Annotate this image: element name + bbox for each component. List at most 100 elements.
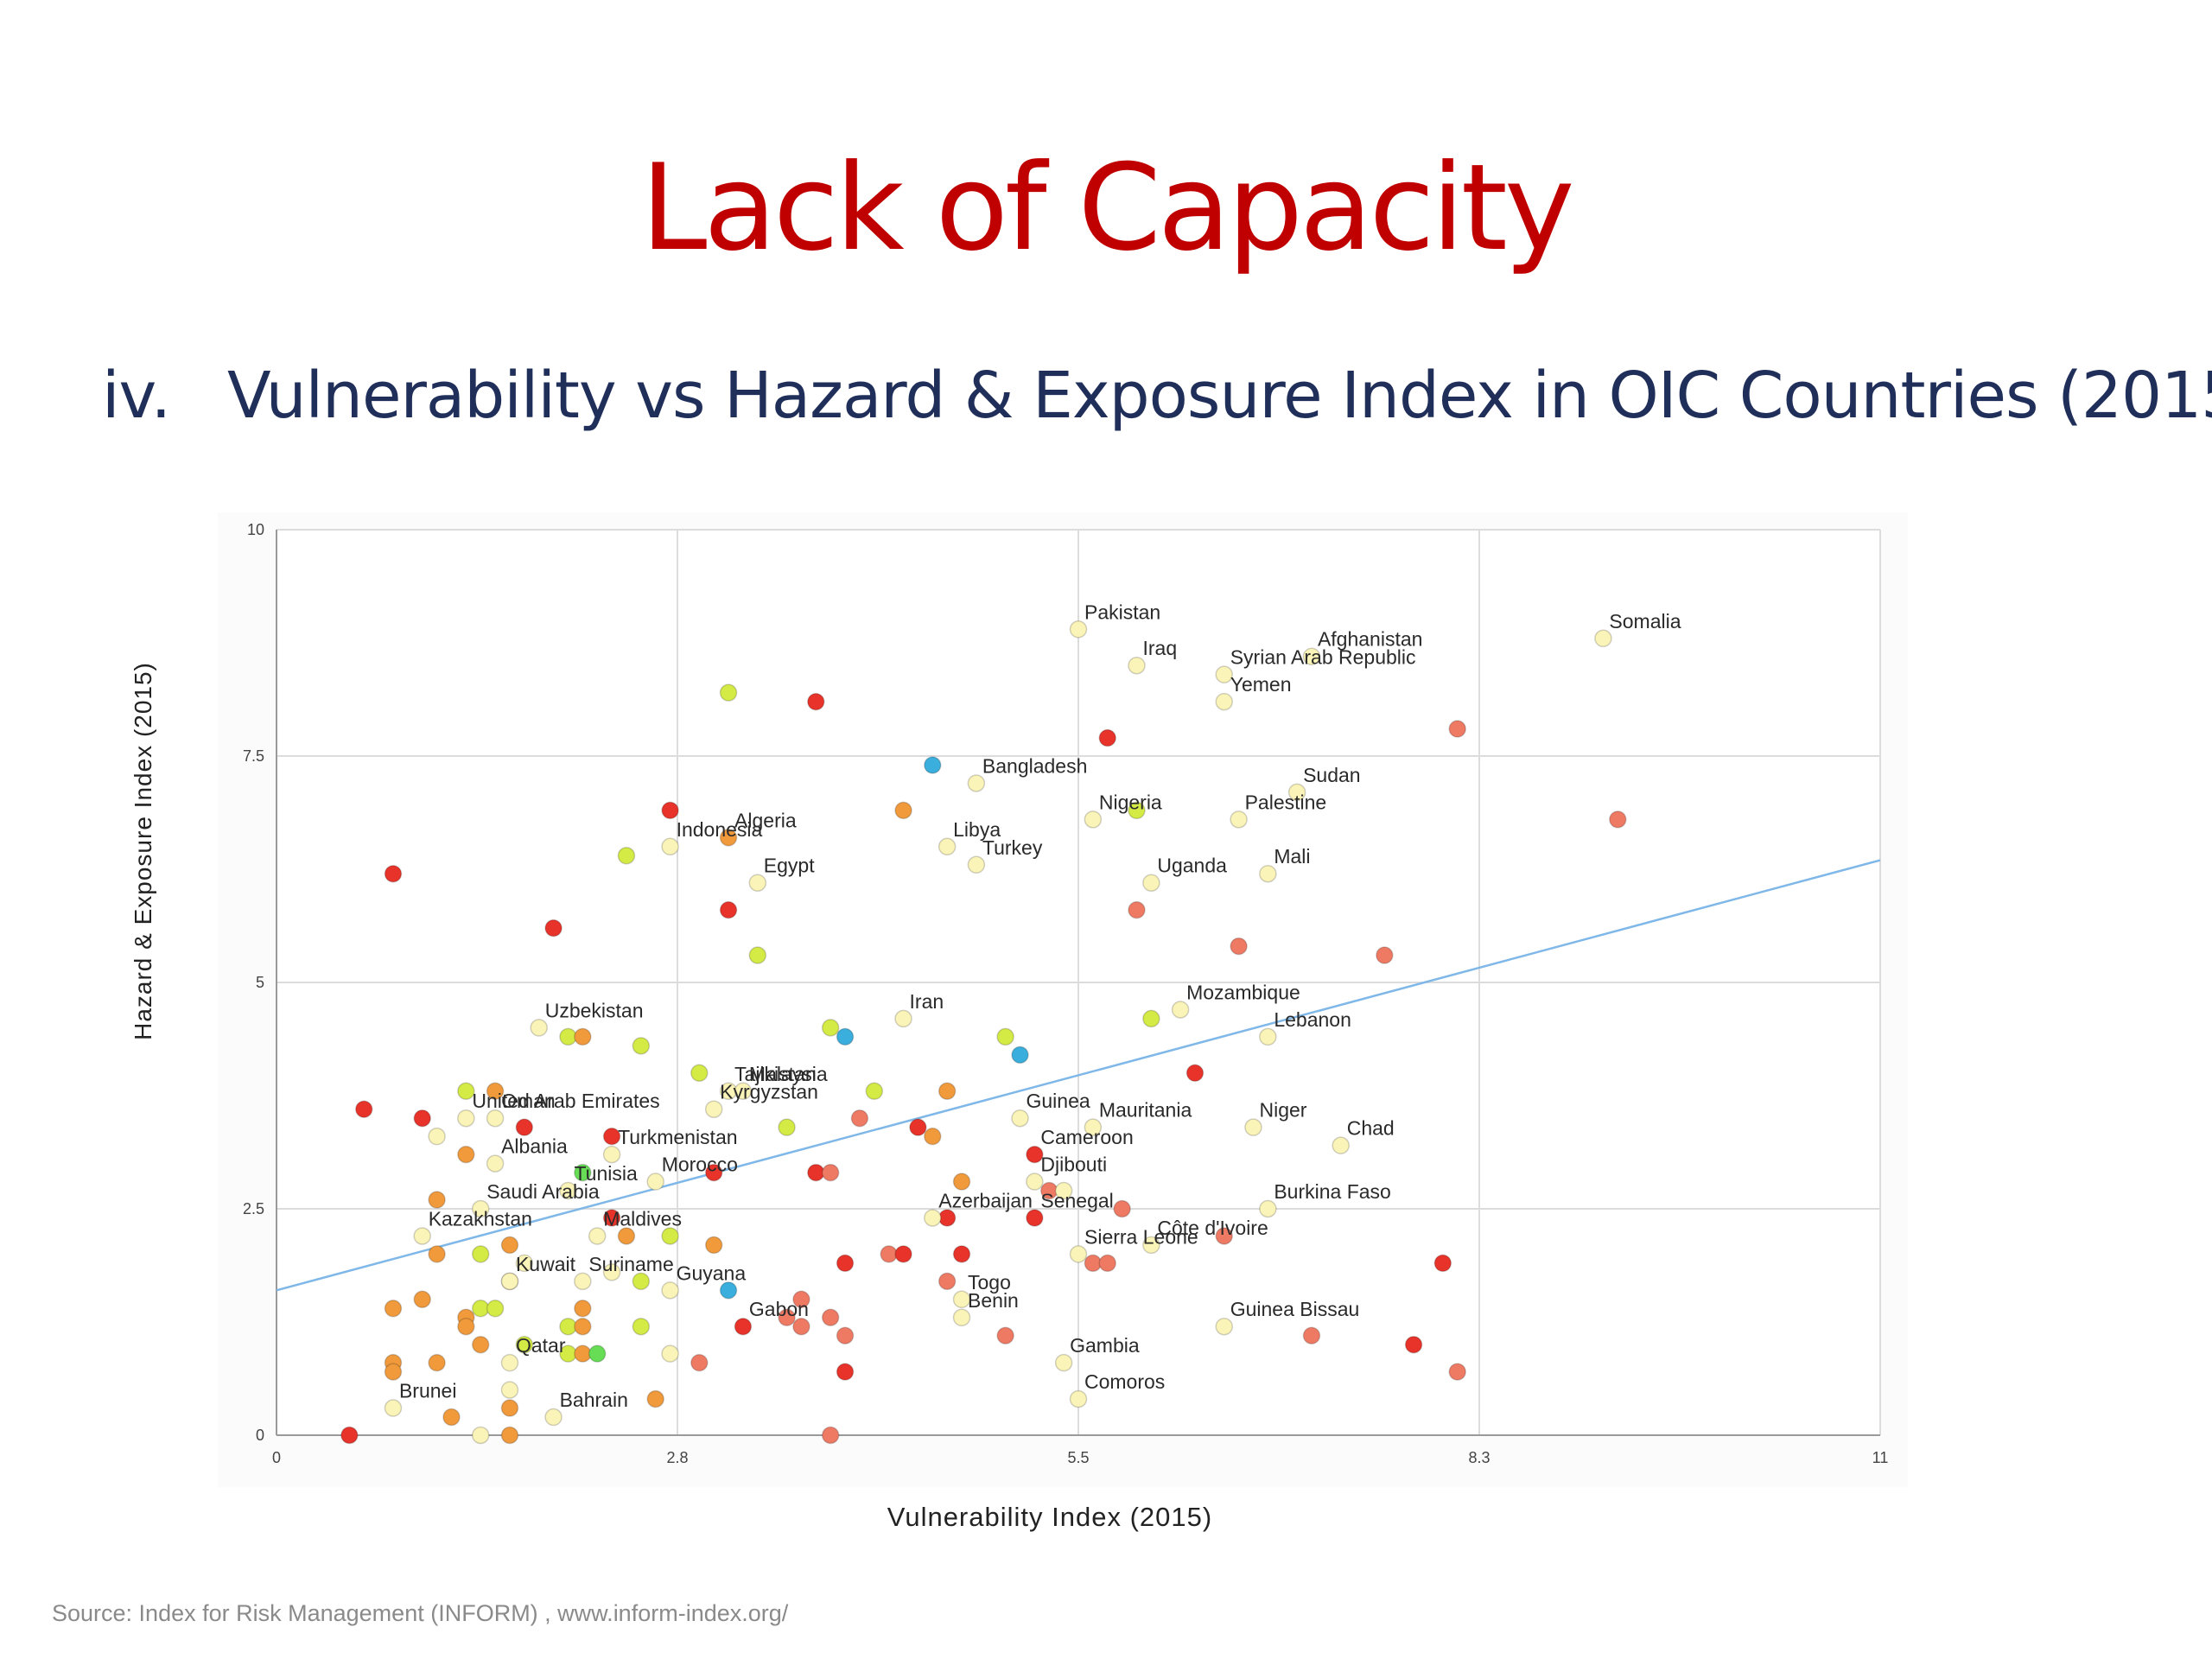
point-label: Bahrain [560, 1389, 628, 1411]
data-point-mali [1259, 864, 1277, 883]
data-point [515, 1335, 534, 1354]
point-label: Mauritania [1099, 1099, 1192, 1122]
data-point [952, 1173, 971, 1191]
data-point [471, 1245, 490, 1263]
data-point-chad [1332, 1136, 1350, 1154]
data-point-yemen [1215, 692, 1233, 711]
point-label: Kuwait [516, 1253, 576, 1275]
point-label: Libya [953, 818, 1001, 841]
point-label: Albania [501, 1135, 568, 1158]
data-point [413, 1290, 431, 1309]
point-label: Senegal [1040, 1189, 1113, 1211]
data-point [602, 1127, 621, 1146]
data-point [457, 1082, 475, 1101]
y-tick-label: 5 [256, 974, 264, 991]
data-point-cameroon [1026, 1145, 1044, 1164]
point-label: Indonesia [677, 818, 763, 841]
data-point-indonesia [661, 837, 679, 856]
data-point [632, 1317, 651, 1336]
slide-title: Lack of Capacity [640, 138, 1574, 277]
data-point [471, 1335, 490, 1354]
point-label: Syrian Arab Republic [1230, 646, 1416, 669]
data-point [428, 1191, 446, 1209]
data-point [1230, 937, 1248, 956]
data-point [442, 1408, 461, 1427]
data-point-sierra-leone [1069, 1245, 1088, 1263]
data-point [996, 1326, 1014, 1344]
data-point-united-arab-emirates [457, 1109, 475, 1128]
data-point [574, 1027, 592, 1046]
point-label: Kyrgyzstan [720, 1081, 818, 1103]
data-point [661, 1227, 679, 1245]
data-point [748, 946, 767, 964]
data-point [602, 1209, 621, 1227]
data-point [836, 1027, 855, 1046]
data-point-syrian-arab-republic [1215, 665, 1233, 683]
data-point [924, 756, 942, 774]
data-point [690, 1064, 709, 1083]
data-point [574, 1300, 592, 1318]
point-label: Guyana [677, 1262, 747, 1284]
scatter-chart: Pakistan Iraq Syrian Arab RepublicAfghanis… [243, 521, 1888, 1466]
data-point [428, 1245, 446, 1263]
data-point-somalia [1594, 629, 1612, 648]
data-point-burkina-faso [1259, 1199, 1277, 1218]
point-label: Uzbekistan [545, 999, 644, 1021]
point-label: Mali [1274, 845, 1310, 868]
data-point [1185, 1064, 1205, 1083]
point-label: Kazakhstan [429, 1207, 532, 1230]
chart-panel: Pakistan Iraq Syrian Arab Republic Afghanis… [218, 512, 1908, 1487]
data-point [1448, 1363, 1466, 1381]
data-point [340, 1426, 359, 1445]
data-point-azerbaijan [924, 1209, 942, 1227]
data-point [807, 692, 825, 711]
point-label: Cameroon [1040, 1126, 1133, 1148]
data-point-turkey [967, 855, 986, 874]
data-point [719, 1281, 738, 1300]
data-point [719, 683, 738, 702]
point-label: Algeria [734, 809, 797, 831]
x-tick-label: 5.5 [1067, 1449, 1089, 1466]
data-point-mauritania [1084, 1118, 1103, 1136]
point-label: Iraq [1142, 637, 1177, 659]
data-point-c-te-d-ivoire [1142, 1236, 1160, 1255]
data-point [646, 1389, 664, 1408]
point-label: Côte d'Ivoire [1157, 1217, 1268, 1239]
data-point [690, 1353, 709, 1372]
data-point [602, 1263, 621, 1281]
point-label: Guinea Bissau [1230, 1298, 1360, 1320]
data-point [617, 1227, 636, 1245]
point-label: Sierra Leone [1084, 1225, 1198, 1248]
data-point [500, 1236, 519, 1255]
data-point-guinea-bissau [1215, 1317, 1233, 1336]
data-point [354, 1100, 373, 1118]
data-point-nigeria [1084, 810, 1103, 829]
data-point-qatar [500, 1353, 519, 1372]
data-point [457, 1145, 475, 1164]
point-label: Morocco [662, 1154, 738, 1176]
source-note: Source: Index for Risk Management (INFOR… [52, 1600, 789, 1626]
point-label: Turkey [982, 836, 1043, 859]
subtitle-number: iv. [102, 359, 171, 433]
data-point-guyana [661, 1281, 679, 1300]
x-tick-label: 8.3 [1468, 1449, 1490, 1466]
point-label: Niger [1259, 1099, 1306, 1122]
point-label: Iran [910, 990, 944, 1013]
data-point-iran [894, 1009, 912, 1028]
data-point-pakistan [1069, 620, 1088, 639]
data-point-tunisia [559, 1181, 577, 1200]
data-point-kazakhstan [413, 1227, 431, 1245]
data-point [500, 1399, 519, 1417]
data-point [704, 1163, 723, 1182]
data-point-turkmenistan [602, 1145, 621, 1164]
data-point-kyrgyzstan [704, 1100, 723, 1118]
data-point [588, 1344, 607, 1363]
point-label: Djibouti [1040, 1154, 1107, 1176]
data-point-mozambique [1171, 1001, 1190, 1019]
data-point [938, 1082, 957, 1101]
data-points [340, 620, 1627, 1445]
data-point [661, 801, 679, 820]
data-point [632, 1037, 651, 1055]
x-tick-label: 2.8 [666, 1449, 688, 1466]
data-point [428, 1353, 446, 1372]
